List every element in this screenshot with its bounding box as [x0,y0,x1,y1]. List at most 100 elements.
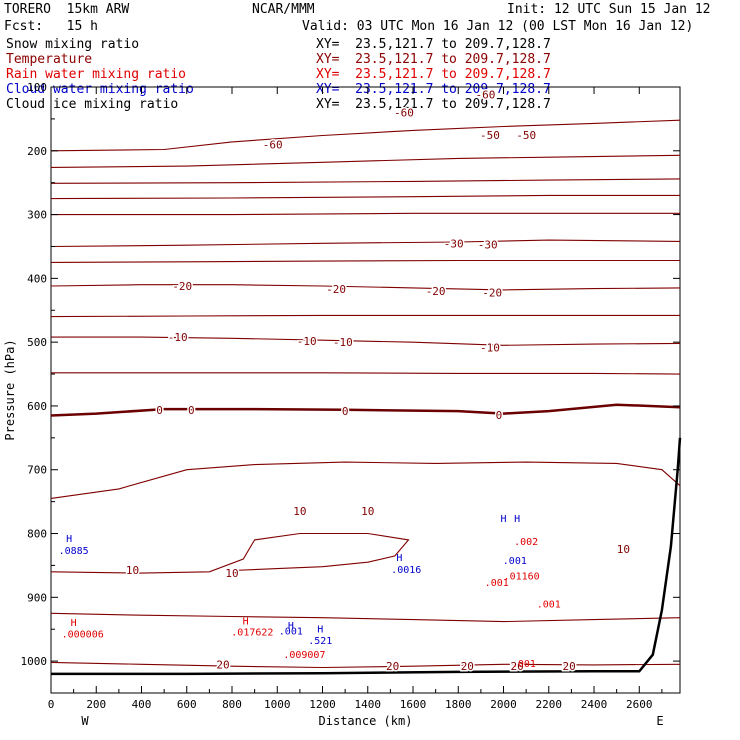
isotherm-line [51,212,680,216]
x-axis-label: Distance (km) [319,714,413,728]
isotherm-line [50,532,410,574]
field-xy-snow: XY= 23.5,121.7 to 209.7,128.7 [316,37,551,52]
isotherm-label: -10 [297,335,317,348]
plot-border [50,86,681,694]
isotherm-line [50,661,681,669]
isotherm-label: 10 [126,564,139,577]
org-label: NCAR/MMM [252,2,315,17]
isotherm-label: 10 [617,543,630,556]
rain-water-label: .001 [485,578,509,589]
isotherm-label: 20 [563,660,576,673]
contour-labels: -60 -60 -60 -50 -50 -30 -30 -20 -20 -20 -20 -10 -10 -… [59,87,632,675]
isotherm-line [50,119,681,152]
isotherm-label: 20 [461,660,474,673]
field-xy-temperature: XY= 23.5,121.7 to 209.7,128.7 [316,52,551,67]
field-xy-rain: XY= 23.5,121.7 to 209.7,128.7 [316,67,551,82]
x-tick-label: 1600 [400,698,427,711]
isotherm-line [51,372,681,375]
isotherm-line [51,336,681,346]
isotherm-label: -10 [333,336,353,349]
cloud-water-label: H [66,534,72,545]
isotherm-line [50,612,681,623]
y-tick-label: 400 [27,272,47,285]
rain-water-label: .002 [514,537,538,548]
isotherm-line [50,259,680,263]
isotherm-label: -60 [263,138,283,151]
axes: 0 200 400 600 800 1000 1200 1400 1600 1800 2000 220… [3,81,680,728]
isotherm-label: 0 [342,405,349,418]
isotherm-label: -20 [426,285,446,298]
cloud-water-label: .0016 [391,565,421,576]
cloud-water-label: .001 [279,626,303,637]
x-tick-label: 1000 [264,698,291,711]
cloud-water-label: H [396,553,402,564]
x-tick-label: 2000 [490,698,517,711]
cloud-water-label: .001 [503,556,527,567]
isotherm-label: -30 [478,239,498,252]
isotherm-label: 0 [156,404,163,417]
rain-water-label: H [243,617,249,628]
isotherm-label: -50 [516,129,536,142]
isotherm-label: 20 [216,658,229,671]
init-time: Init: 12 UTC Sun 15 Jan 12 [507,2,711,17]
isotherm-label: -60 [475,89,495,102]
east-label: E [656,714,663,728]
rain-water-label: .017622 [231,628,273,639]
rain-water-label: H [71,618,77,629]
west-label: W [81,714,89,728]
cloud-water-label: .0885 [59,546,89,557]
isotherm-line [50,194,680,200]
x-tick-label: 1200 [309,698,336,711]
terrain-path [51,437,682,676]
isotherm-label: 0 [188,404,195,417]
rain-water-label: .009007 [283,650,325,661]
x-tick-label: 1800 [445,698,472,711]
isotherm-label: -20 [482,286,502,299]
y-tick-label: 500 [27,336,47,349]
field-name-rain: Rain water mixing ratio [6,67,187,82]
isotherm-label: -10 [480,341,500,354]
cloud-water-label: H [288,621,294,632]
isotherm-label: -20 [326,283,346,296]
rain-water-label: .001 [537,600,561,611]
y-tick-label: 600 [27,400,47,413]
y-tick-label: 300 [27,209,47,222]
x-tick-label: 200 [86,698,106,711]
isotherm-label: -20 [172,280,192,293]
field-name-cloud-ice: Cloud ice mixing ratio [6,97,179,112]
x-tick-label: 1400 [355,698,382,711]
terrain-line [51,437,682,676]
x-tick-label: 600 [177,698,197,711]
isotherm-label: -30 [444,237,464,250]
field-name-cloud-water: Cloud water mixing ratio [6,82,194,97]
field-name-snow: Snow mixing ratio [6,37,140,52]
x-tick-label: 2600 [626,698,653,711]
field-xy-cloud-water: XY= 23.5,121.7 to 209.7,128.7 [316,82,551,97]
y-tick-label: 900 [27,591,47,604]
valid-time: Valid: 03 UTC Mon 16 Jan 12 (00 LST Mon … [302,19,694,34]
x-tick-label: 400 [132,698,152,711]
forecast-hour: Fcst: 15 h [4,19,98,34]
x-tick-label: 800 [222,698,242,711]
field-name-temperature: Temperature [6,52,93,67]
isotherm-label: 20 [510,660,523,673]
y-tick-label: 700 [27,464,47,477]
cloud-water-label: H [317,624,323,635]
model-title: TORERO 15km ARW [4,2,130,17]
isotherm-line [50,178,681,184]
isotherm-label: 10 [293,505,306,518]
isotherm-line [50,314,680,318]
cloud-water-label: .521 [308,636,332,647]
y-tick-label: 800 [27,528,47,541]
isotherm-line [50,403,681,417]
chart-frame [50,86,681,694]
isotherm-line [50,284,681,291]
isotherm-line [50,154,681,168]
isotherm-line [50,239,681,248]
y-tick-label: 100 [27,81,47,94]
x-tick-label: 2400 [581,698,608,711]
rain-water-label: .001 [512,659,536,670]
isotherm-label: -50 [480,129,500,142]
field-xy-cloud-ice: XY= 23.5,121.7 to 209.7,128.7 [316,97,551,112]
y-axis-label: Pressure (hPa) [3,339,17,440]
